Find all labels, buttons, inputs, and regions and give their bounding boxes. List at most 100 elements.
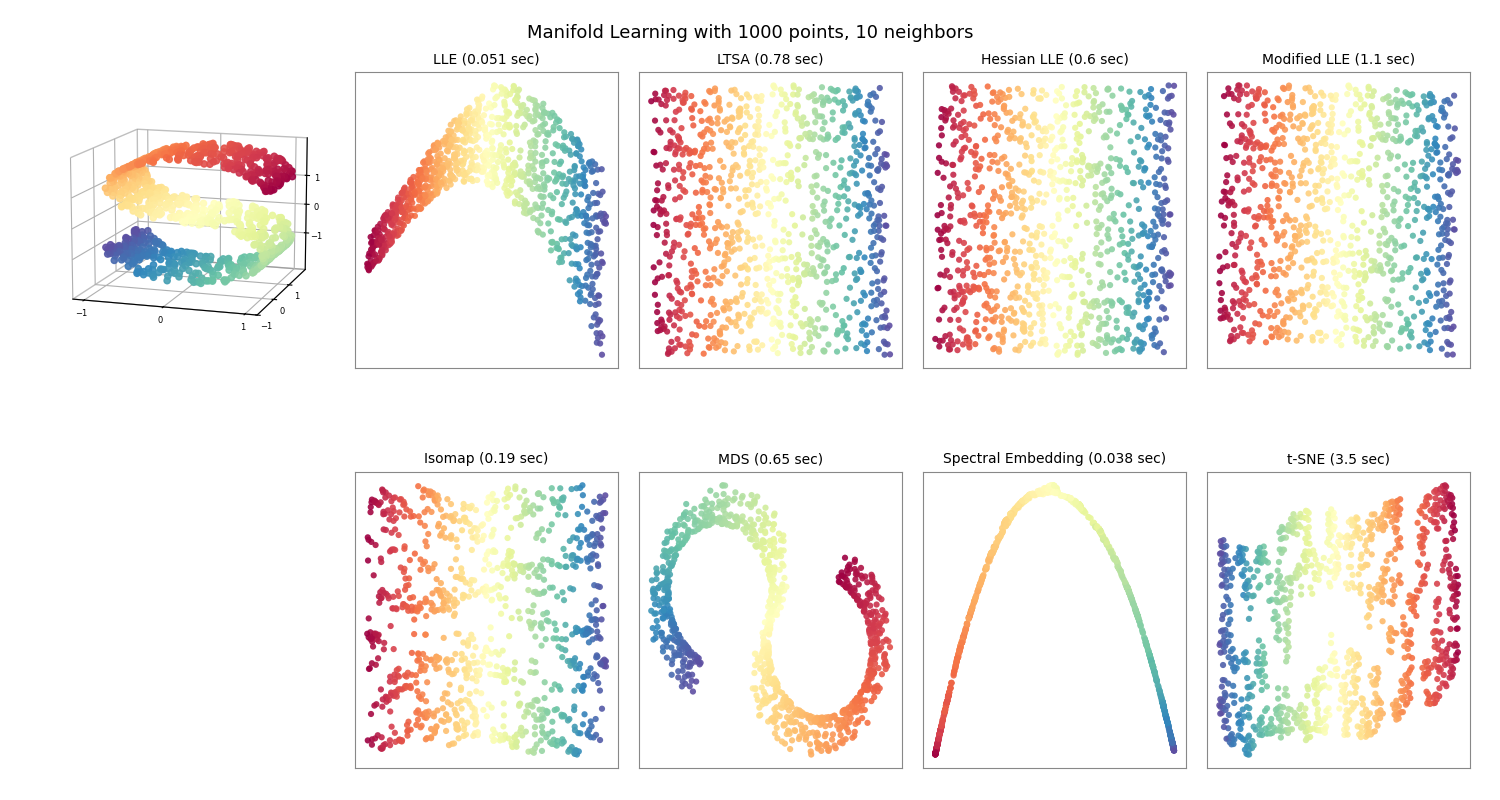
Point <box>1388 532 1411 545</box>
Point <box>580 514 604 527</box>
Point <box>946 314 970 326</box>
Point <box>1058 270 1082 283</box>
Point <box>815 191 839 204</box>
Point <box>476 175 500 188</box>
Point <box>1138 654 1162 667</box>
Point <box>864 625 888 638</box>
Point <box>1336 80 1360 93</box>
Point <box>1095 106 1119 118</box>
Point <box>940 246 964 258</box>
Point <box>400 179 424 192</box>
Point <box>945 344 969 357</box>
Point <box>1287 559 1311 572</box>
Point <box>1314 562 1338 575</box>
Point <box>792 159 816 172</box>
Point <box>381 514 405 527</box>
Point <box>858 322 882 335</box>
Point <box>968 215 992 228</box>
Point <box>776 152 800 165</box>
Point <box>792 727 816 740</box>
Point <box>566 554 590 566</box>
Point <box>1388 707 1411 720</box>
Point <box>1062 330 1086 342</box>
Point <box>1269 731 1293 744</box>
Point <box>753 556 777 569</box>
Point <box>938 686 962 699</box>
Point <box>768 710 792 722</box>
Point <box>717 174 741 187</box>
Point <box>827 230 850 242</box>
Point <box>801 166 825 178</box>
Point <box>963 170 987 183</box>
Point <box>388 225 412 238</box>
Point <box>952 142 976 154</box>
Point <box>1138 654 1162 666</box>
Point <box>1270 108 1294 121</box>
Point <box>726 88 750 101</box>
Point <box>650 626 674 639</box>
Point <box>651 612 675 625</box>
Point <box>566 748 590 761</box>
Point <box>585 257 609 270</box>
Point <box>1238 680 1262 693</box>
Point <box>736 110 760 123</box>
Point <box>654 202 678 214</box>
Point <box>846 568 870 581</box>
Point <box>1028 149 1051 162</box>
Point <box>999 314 1023 327</box>
Point <box>447 122 471 135</box>
Point <box>1122 306 1146 319</box>
Point <box>990 330 1014 343</box>
Point <box>1149 264 1173 277</box>
Point <box>406 184 430 197</box>
Point <box>1131 289 1155 302</box>
Point <box>452 154 476 167</box>
Point <box>1088 526 1112 538</box>
Point <box>543 738 567 750</box>
Point <box>951 104 975 117</box>
Point <box>664 629 688 642</box>
Point <box>999 162 1023 175</box>
Point <box>852 293 876 306</box>
Point <box>760 608 784 621</box>
Point <box>542 734 566 746</box>
Point <box>861 292 885 305</box>
Point <box>839 337 862 350</box>
Point <box>1050 235 1074 248</box>
Point <box>1100 191 1124 204</box>
Point <box>1268 596 1292 609</box>
Point <box>364 658 388 671</box>
Point <box>777 191 801 204</box>
Point <box>370 483 394 496</box>
Point <box>1262 214 1286 227</box>
Point <box>924 746 948 759</box>
Point <box>406 510 430 522</box>
Point <box>990 526 1014 539</box>
Point <box>1384 94 1408 106</box>
Point <box>700 508 724 521</box>
Point <box>1425 287 1449 300</box>
Point <box>1138 655 1162 668</box>
Point <box>378 738 402 751</box>
Point <box>1395 313 1419 326</box>
Point <box>1088 522 1112 535</box>
Point <box>1377 548 1401 561</box>
Point <box>1158 90 1182 103</box>
Point <box>670 279 694 292</box>
Point <box>1220 571 1244 584</box>
Point <box>1161 741 1185 754</box>
Point <box>1112 237 1136 250</box>
Point <box>976 302 1000 314</box>
Point <box>1412 672 1436 685</box>
Point <box>438 132 462 145</box>
Point <box>856 115 880 128</box>
Point <box>394 579 418 592</box>
Point <box>824 238 848 251</box>
Point <box>813 212 837 225</box>
Point <box>658 292 682 305</box>
Point <box>411 197 435 210</box>
Point <box>675 209 699 222</box>
Point <box>1294 133 1318 146</box>
Point <box>822 710 846 723</box>
Point <box>520 203 544 216</box>
